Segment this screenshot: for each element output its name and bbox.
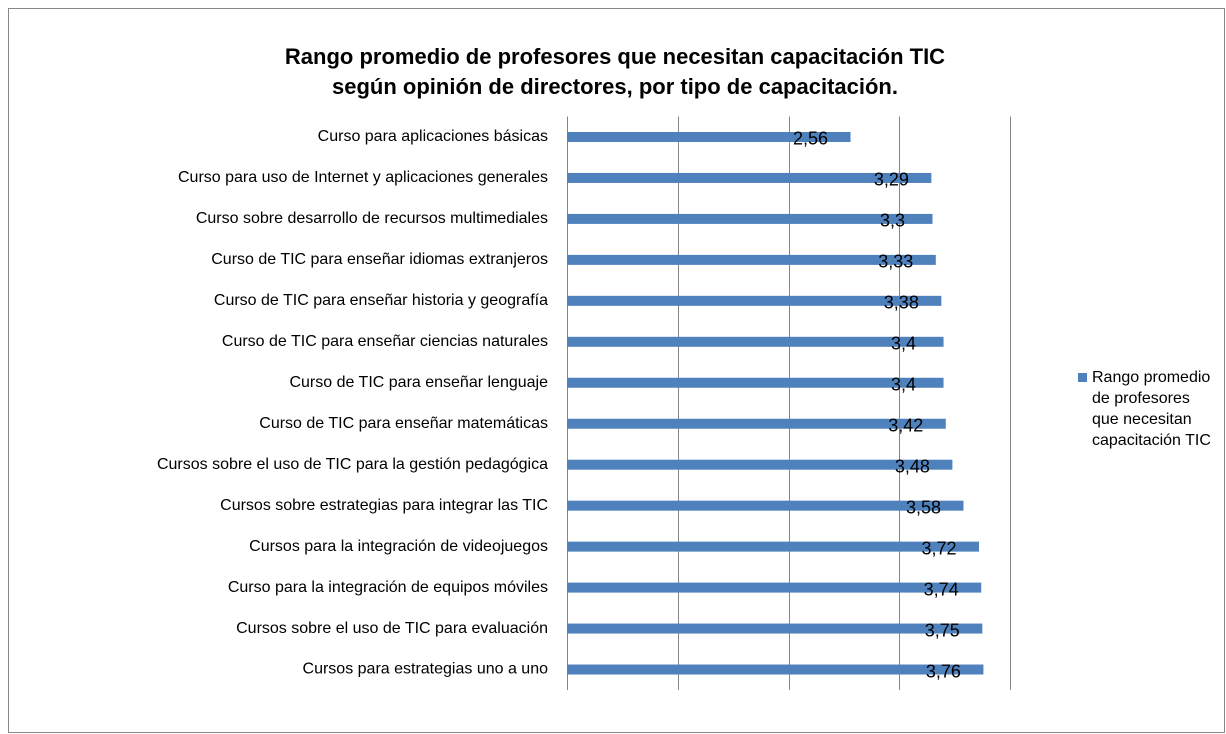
bar [567,295,942,306]
data-label: 3,72 [921,538,956,558]
data-label: 3,58 [906,497,941,517]
legend-label: Rango promedio de profesores que necesit… [1092,369,1211,449]
y-tick-label: Curso para aplicaciones básicas [318,128,548,145]
bar [567,500,964,511]
y-tick-label: Curso de TIC para enseñar matemáticas [259,415,548,432]
legend-swatch [1078,373,1087,382]
bar [567,582,982,593]
y-tick-label: Curso de TIC para enseñar ciencias natur… [222,333,548,350]
y-tick-label: Cursos sobre estrategias para integrar l… [220,497,548,514]
chart-title: Rango promedio de profesores que necesit… [285,44,945,99]
y-tick-label: Cursos para la integración de videojuego… [249,538,548,555]
y-tick-label: Curso de TIC para enseñar lenguaje [289,374,548,391]
data-label: 3,74 [924,579,959,599]
y-tick-label: Curso para la integración de equipos móv… [228,579,548,596]
bar [567,623,983,634]
data-label: 3,38 [884,293,919,313]
bar [567,418,946,429]
data-label: 3,75 [925,620,960,640]
data-label: 3,48 [895,456,930,476]
bar [567,254,936,265]
data-label: 3,33 [878,252,913,272]
data-label: 3,29 [874,170,909,190]
y-tick-label: Curso de TIC para enseñar idiomas extran… [211,251,548,268]
bar [567,541,979,552]
bar [567,664,984,675]
bar [567,377,944,388]
y-tick-label: Cursos sobre el uso de TIC para evaluaci… [236,620,548,637]
bar [567,336,944,347]
y-tick-label: Curso sobre desarrollo de recursos multi… [196,210,548,227]
bar [567,131,851,142]
bar [567,213,933,224]
y-tick-label: Curso de TIC para enseñar historia y geo… [214,292,548,309]
chart-border [8,8,1225,733]
data-label: 2,56 [793,129,828,149]
y-tick-label: Cursos sobre el uso de TIC para la gesti… [157,456,548,473]
data-label: 3,42 [888,415,923,435]
data-label: 3,3 [880,211,905,231]
bar [567,172,932,183]
bar [567,459,953,470]
data-label: 3,76 [926,661,961,681]
data-label: 3,4 [891,334,916,354]
y-tick-label: Cursos para estrategias uno a uno [303,661,549,678]
y-tick-label: Curso para uso de Internet y aplicacione… [178,169,548,186]
data-label: 3,4 [891,375,916,395]
